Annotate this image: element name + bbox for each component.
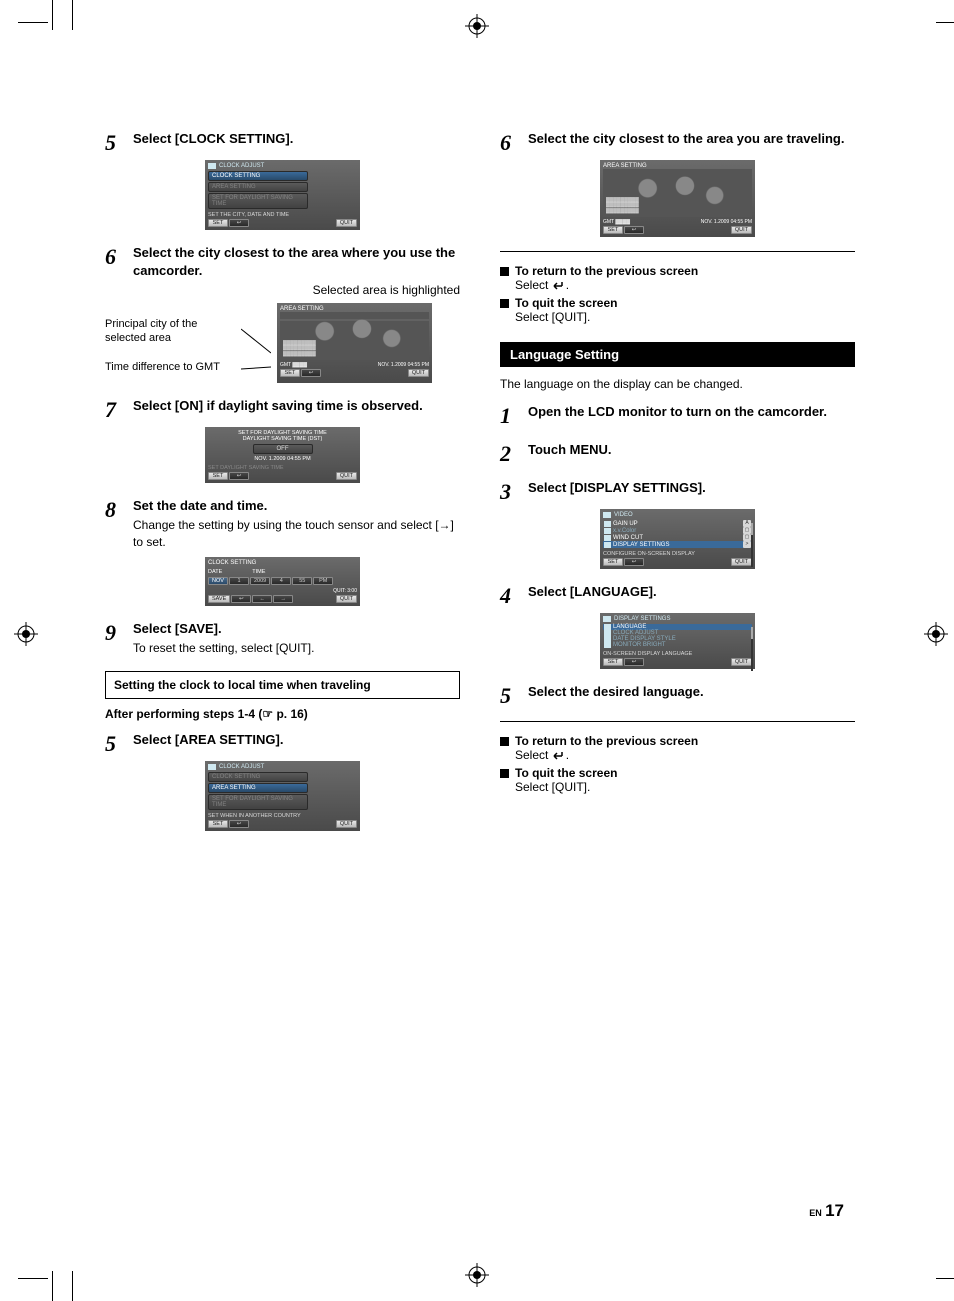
step-title: Select [LANGUAGE]. bbox=[528, 583, 657, 601]
step-number: 9 bbox=[105, 620, 133, 644]
step-title: Open the LCD monitor to turn on the camc… bbox=[528, 403, 827, 421]
step-title: Select [AREA SETTING]. bbox=[133, 731, 283, 749]
step-number: 6 bbox=[105, 244, 133, 268]
step-title: Select [DISPLAY SETTINGS]. bbox=[528, 479, 706, 497]
registration-mark bbox=[465, 14, 489, 38]
section-header: Language Setting bbox=[500, 342, 855, 367]
step-number: 3 bbox=[500, 479, 528, 503]
step-title: Select [CLOCK SETTING]. bbox=[133, 130, 293, 148]
callout-box: Setting the clock to local time when tra… bbox=[105, 671, 460, 699]
step-title: Touch MENU. bbox=[528, 441, 612, 459]
step-number: 5 bbox=[500, 683, 528, 707]
step-title: Select [SAVE]. bbox=[133, 620, 314, 638]
note-item: To return to the previous screenSelect . bbox=[500, 264, 855, 292]
step-number: 6 bbox=[500, 130, 528, 154]
page-number: EN 17 bbox=[809, 1201, 844, 1221]
step-number: 1 bbox=[500, 403, 528, 427]
step-number: 5 bbox=[105, 731, 133, 755]
step-sub: To reset the setting, select [QUIT]. bbox=[133, 640, 314, 657]
registration-mark bbox=[924, 622, 948, 646]
step-number: 5 bbox=[105, 130, 133, 154]
step-sub: Change the setting by using the touch se… bbox=[133, 517, 460, 551]
lcd-display-settings: DISPLAY SETTINGS LANGUAGE CLOCK ADJUST D… bbox=[600, 613, 755, 669]
annotation: Time difference to GMT bbox=[105, 360, 235, 374]
note-item: To quit the screenSelect [QUIT]. bbox=[500, 296, 855, 324]
lcd-dst: SET FOR DAYLIGHT SAVING TIME DAYLIGHT SA… bbox=[205, 427, 360, 483]
lcd-area-setting-2: AREA SETTING ▓▓▓▓▓▓▓▓▓▓▓▓▓▓▓▓▓▓▓▓▓▓▓▓▓▓▓… bbox=[600, 160, 755, 237]
lcd-area-setting: AREA SETTING ▓▓▓▓▓▓▓▓▓ ▓▓▓▓▓▓▓▓▓ ▓▓▓▓▓▓▓… bbox=[277, 303, 432, 383]
intro-text: The language on the display can be chang… bbox=[500, 377, 855, 391]
note-item: To return to the previous screenSelect . bbox=[500, 734, 855, 762]
step-number: 8 bbox=[105, 497, 133, 521]
step-title: Select the city closest to the area you … bbox=[528, 130, 844, 148]
lcd-clock-adjust-2: CLOCK ADJUST CLOCK SETTING AREA SETTING … bbox=[205, 761, 360, 831]
registration-mark bbox=[14, 622, 38, 646]
registration-mark bbox=[465, 1263, 489, 1287]
note-item: To quit the screenSelect [QUIT]. bbox=[500, 766, 855, 794]
lcd-clock-adjust: CLOCK ADJUST CLOCK SETTING AREA SETTING … bbox=[205, 160, 360, 230]
step-number: 7 bbox=[105, 397, 133, 421]
return-icon bbox=[552, 751, 566, 761]
step-number: 4 bbox=[500, 583, 528, 607]
step-title: Select the desired language. bbox=[528, 683, 704, 701]
instruction-text: After performing steps 1-4 (☞ p. 16) bbox=[105, 707, 460, 721]
step-title: Select [ON] if daylight saving time is o… bbox=[133, 397, 423, 415]
annotation: Principal city of the selected area bbox=[105, 317, 235, 346]
step-number: 2 bbox=[500, 441, 528, 465]
step-title: Set the date and time. bbox=[133, 497, 460, 515]
return-icon bbox=[552, 281, 566, 291]
annotation: Selected area is highlighted bbox=[133, 282, 460, 299]
lcd-video-menu: VIDEO GAIN UPA x.v.Color▢ WIND CUT▢ DISP… bbox=[600, 509, 755, 569]
step-title: Select the city closest to the area wher… bbox=[133, 244, 460, 280]
lcd-clock-setting: CLOCK SETTING DATETIME NOV 1 2009 4 55 P… bbox=[205, 557, 360, 606]
